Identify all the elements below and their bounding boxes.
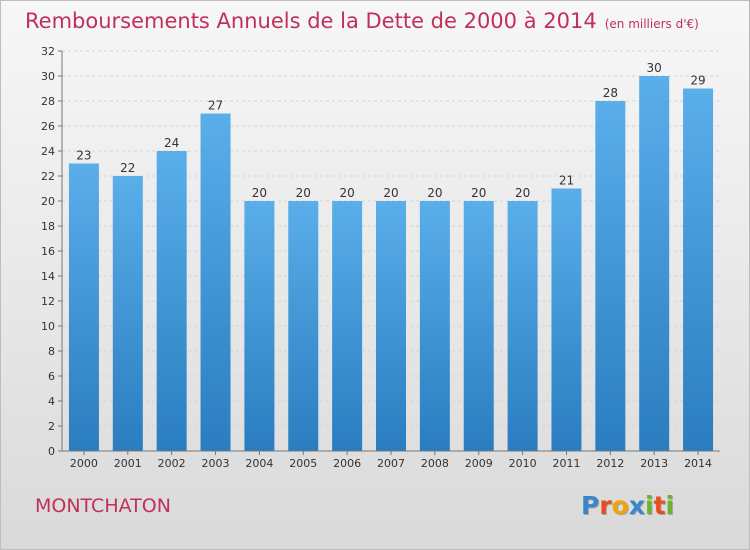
x-tick-label: 2006 xyxy=(333,457,361,470)
data-label: 20 xyxy=(296,186,311,200)
x-tick-label: 2008 xyxy=(421,457,449,470)
x-tick-label: 2005 xyxy=(289,457,317,470)
x-tick-label: 2012 xyxy=(596,457,624,470)
y-tick-label: 6 xyxy=(48,370,55,383)
data-label: 28 xyxy=(603,86,618,100)
x-tick-label: 2004 xyxy=(245,457,273,470)
bar xyxy=(595,101,626,451)
y-tick-label: 16 xyxy=(41,245,55,258)
x-tick-label: 2001 xyxy=(114,457,142,470)
bar xyxy=(244,201,275,451)
y-tick-label: 24 xyxy=(41,145,55,158)
x-tick-label: 2014 xyxy=(684,457,712,470)
title-text: Remboursements Annuels de la Dette de 20… xyxy=(25,9,597,33)
y-tick-label: 28 xyxy=(41,95,55,108)
data-label: 29 xyxy=(690,74,705,88)
y-tick-label: 10 xyxy=(41,320,55,333)
y-tick-label: 12 xyxy=(41,295,55,308)
y-tick-label: 2 xyxy=(48,420,55,433)
y-tick-label: 0 xyxy=(48,445,55,458)
bar xyxy=(376,201,406,451)
bar xyxy=(112,176,143,451)
bar xyxy=(463,201,494,451)
y-tick-label: 32 xyxy=(41,45,55,58)
y-tick-label: 14 xyxy=(41,270,55,283)
data-label: 20 xyxy=(515,186,530,200)
bar xyxy=(156,151,187,451)
bar xyxy=(639,76,670,451)
x-tick-label: 2009 xyxy=(465,457,493,470)
logo-letter: x xyxy=(628,491,645,520)
proxiti-logo: Proxiti xyxy=(581,491,674,520)
y-tick-label: 26 xyxy=(41,120,55,133)
bar xyxy=(288,201,319,451)
chart-title: Remboursements Annuels de la Dette de 20… xyxy=(25,9,699,33)
y-tick-label: 22 xyxy=(41,170,55,183)
data-label: 22 xyxy=(120,161,135,175)
commune-name: MONTCHATON xyxy=(35,495,171,517)
bar xyxy=(68,163,99,451)
x-tick-label: 2003 xyxy=(202,457,230,470)
x-tick-label: 2013 xyxy=(640,457,668,470)
x-tick-label: 2007 xyxy=(377,457,405,470)
y-tick-label: 4 xyxy=(48,395,55,408)
data-label: 20 xyxy=(339,186,354,200)
data-label: 23 xyxy=(76,149,91,163)
logo-letter: r xyxy=(599,491,612,520)
y-tick-label: 30 xyxy=(41,70,55,83)
data-label: 27 xyxy=(208,99,223,113)
data-label: 20 xyxy=(427,186,442,200)
logo-letter: o xyxy=(611,491,629,520)
logo-letter: P xyxy=(581,491,600,520)
x-tick-label: 2011 xyxy=(552,457,580,470)
logo-letter: t xyxy=(653,491,666,520)
x-tick-label: 2002 xyxy=(158,457,186,470)
bar xyxy=(507,201,538,451)
logo-letter: i xyxy=(645,491,654,520)
data-label: 20 xyxy=(252,186,267,200)
bar xyxy=(332,201,363,451)
bar xyxy=(551,188,582,451)
y-tick-label: 20 xyxy=(41,195,55,208)
data-label: 20 xyxy=(383,186,398,200)
data-label: 21 xyxy=(559,174,574,188)
x-tick-label: 2000 xyxy=(70,457,98,470)
x-tick-label: 2010 xyxy=(509,457,537,470)
data-label: 24 xyxy=(164,136,179,150)
chart-subtitle: (en milliers d'€) xyxy=(604,17,699,31)
bar xyxy=(200,113,231,451)
data-label: 30 xyxy=(647,61,662,75)
y-tick-label: 8 xyxy=(48,345,55,358)
y-tick-label: 18 xyxy=(41,220,55,233)
bar xyxy=(683,88,714,451)
data-label: 20 xyxy=(471,186,486,200)
logo-letter: i xyxy=(665,491,675,520)
bar xyxy=(419,201,450,451)
